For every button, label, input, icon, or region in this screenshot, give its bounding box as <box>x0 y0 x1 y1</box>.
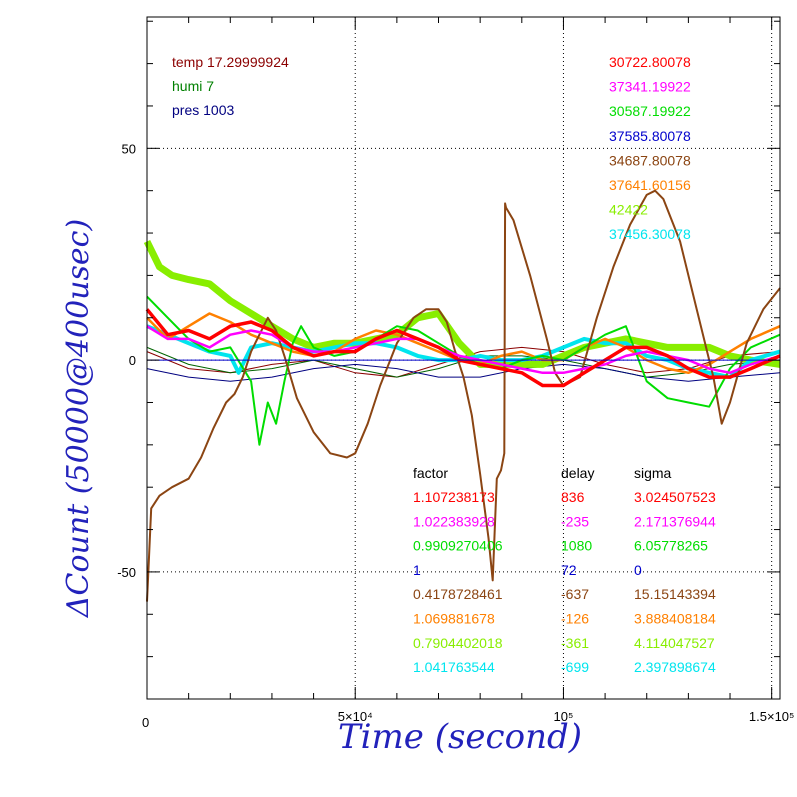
stats-sigma: 2.171376944 <box>634 513 716 529</box>
stats-factor: 0.7904402018 <box>413 635 503 651</box>
stats-header-factor: factor <box>413 465 448 481</box>
env-label: humi 7 <box>172 78 214 94</box>
legend-entry: 30587.19922 <box>609 103 691 119</box>
legend-entry: 37641.60156 <box>609 177 691 193</box>
env-label: temp 17.29999924 <box>172 54 289 70</box>
stats-delay: 72 <box>561 562 577 578</box>
stats-factor: 1.107238173 <box>413 489 495 505</box>
plot-frame <box>146 16 781 700</box>
legend-entry: 34687.80078 <box>609 152 691 168</box>
stats-factor: 1 <box>413 562 421 578</box>
stats-delay: 836 <box>561 489 585 505</box>
series-line <box>146 295 781 446</box>
stats-sigma: 2.397898674 <box>634 659 716 675</box>
y-tick-label: -50 <box>117 565 136 580</box>
stats-sigma: 3.888408184 <box>634 611 716 627</box>
env-label: pres 1003 <box>172 102 234 118</box>
stats-delay: 1080 <box>561 538 592 554</box>
series-line-thin <box>146 363 781 382</box>
stats-factor: 1.041763544 <box>413 659 495 675</box>
legend-entry: 30722.80078 <box>609 54 691 70</box>
y-axis-title: ΔCount (50000@400usec) <box>61 219 96 618</box>
annotations: temp 17.29999924 humi 7 pres 1003 30722.800… <box>172 54 716 675</box>
stats-factor: 0.9909270406 <box>413 538 503 554</box>
x-tick-label: 10⁵ <box>554 709 574 724</box>
stats-delay: -637 <box>561 586 589 602</box>
stats-factor: 0.4178728461 <box>413 586 503 602</box>
stats-delay: -361 <box>561 635 589 651</box>
stats-delay: -699 <box>561 659 589 675</box>
legend-entry: 37341.19922 <box>609 79 691 95</box>
stats-sigma: 3.024507523 <box>634 489 716 505</box>
stats-sigma: 0 <box>634 562 642 578</box>
plot-area <box>143 189 781 602</box>
legend-entry: 37585.80078 <box>609 128 691 144</box>
legend-entry: 42422 <box>609 202 648 218</box>
stats-sigma: 6.05778265 <box>634 538 708 554</box>
axis-ticks <box>147 17 780 699</box>
legend-entry: 37456.30078 <box>609 226 691 242</box>
y-tick-label: 50 <box>122 141 136 156</box>
stats-sigma: 4.114047527 <box>634 635 715 651</box>
stats-sigma: 15.15143394 <box>634 586 716 602</box>
stats-factor: 1.069881678 <box>413 611 495 627</box>
x-tick-label: 0 <box>142 715 149 730</box>
stats-delay: -126 <box>561 611 589 627</box>
series-line-thin <box>146 346 781 378</box>
x-tick-label: 5×10⁴ <box>338 709 373 724</box>
stats-header-delay: delay <box>561 465 594 481</box>
y-tick-label: 0 <box>129 353 136 368</box>
x-axis-title: Time (second) <box>338 717 582 757</box>
tick-labels: 0 5×10⁴ 10⁵ 1.5×10⁵ -50 0 50 <box>117 141 794 730</box>
x-tick-label: 1.5×10⁵ <box>749 709 795 724</box>
stats-delay: -235 <box>561 513 589 529</box>
stats-factor: 1.022383928 <box>413 513 495 529</box>
series-line <box>146 189 781 602</box>
stats-header-sigma: sigma <box>634 465 672 481</box>
